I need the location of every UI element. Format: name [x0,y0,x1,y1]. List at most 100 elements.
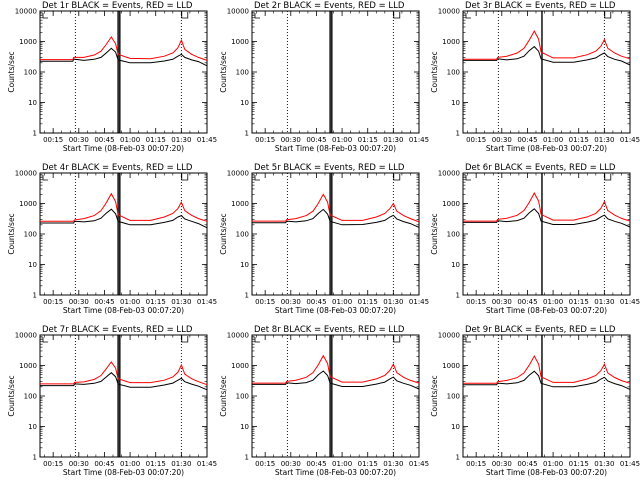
x-axis-label: Start Time (08-Feb-03 00:07:20) [63,306,184,315]
x-tick-label: 01:45 [620,136,640,144]
y-tick-label: 1000 [231,362,249,370]
y-tick-label: 1 [456,292,460,300]
x-tick-label: 01:00 [332,460,352,468]
x-tick-label: 00:45 [517,460,537,468]
x-tick-label: 01:00 [120,136,140,144]
x-tick-label: 00:45 [94,460,114,468]
lld-series-line [252,354,420,384]
corner-marker [465,175,471,181]
x-tick-label: 00:30 [492,136,512,144]
x-tick-label: 00:15 [466,136,486,144]
y-tick-label: 1 [245,130,249,138]
bracket-marker [393,174,401,181]
y-axis-label: Counts/sec [219,213,228,254]
events-series-line [40,208,208,229]
corner-marker [465,337,471,343]
panel-7: Det 7r BLACK = Events, RED = LLD 1 10 100 10… [7,325,217,477]
x-tick-label: 01:00 [120,298,140,306]
x-tick-label: 01:15 [569,460,589,468]
x-tick-label: 00:45 [517,136,537,144]
y-tick-label: 10 [240,99,249,107]
x-tick-label: 01:45 [197,460,217,468]
y-tick-label: 100 [236,393,249,401]
bracket-marker [181,174,189,181]
bracket-marker [393,336,401,343]
x-tick-label: 01:30 [594,136,614,144]
y-tick-label: 1000 [19,362,37,370]
x-axis-label: Start Time (08-Feb-03 00:07:20) [275,468,396,477]
y-tick-label: 10 [240,261,249,269]
y-tick-label: 100 [236,69,249,77]
y-tick-label: 1 [456,130,460,138]
x-tick-label: 00:45 [94,298,114,306]
lld-series-line [40,192,208,222]
bracket-marker [604,336,612,343]
y-tick-label: 100 [236,231,249,239]
x-tick-label: 01:00 [543,460,563,468]
x-tick-label: 01:00 [332,136,352,144]
y-tick-label: 10 [28,423,37,431]
corner-marker [254,13,260,19]
y-tick-label: 10000 [15,170,37,178]
panel-title: Det 2r BLACK = Events, RED = LLD [254,1,405,11]
y-tick-label: 10000 [227,8,249,16]
y-tick-label: 10 [451,423,460,431]
x-tick-label: 00:45 [517,298,537,306]
y-tick-label: 10000 [227,170,249,178]
panel-6: Det 6r BLACK = Events, RED = LLD 1 10 100 10… [430,163,640,315]
y-tick-label: 10000 [15,332,37,340]
corner-marker [42,13,48,19]
events-series-line [463,208,631,228]
bracket-marker [181,12,189,19]
y-tick-label: 10000 [438,332,460,340]
x-tick-label: 00:30 [69,136,89,144]
y-tick-label: 1000 [19,200,37,208]
x-axis-label: Start Time (08-Feb-03 00:07:20) [63,468,184,477]
y-axis-label: Counts/sec [430,213,439,254]
events-series-line [463,370,631,390]
x-tick-label: 01:15 [146,136,166,144]
plot-frame [462,334,631,458]
x-tick-label: 01:00 [543,136,563,144]
lld-series-line [463,30,631,60]
x-tick-label: 01:45 [409,460,429,468]
y-tick-label: 10000 [227,332,249,340]
x-tick-label: 01:00 [543,298,563,306]
y-tick-label: 100 [447,69,460,77]
x-tick-label: 01:30 [594,460,614,468]
x-tick-label: 01:30 [383,460,403,468]
x-tick-label: 01:45 [409,298,429,306]
y-tick-label: 1 [456,454,460,462]
plot-frame [39,334,208,458]
y-tick-label: 1 [33,292,37,300]
x-axis-label: Start Time (08-Feb-03 00:07:20) [486,468,607,477]
bracket-marker [604,174,612,181]
panel-8: Det 8r BLACK = Events, RED = LLD 1 10 100 10… [219,325,429,477]
panel-title: Det 4r BLACK = Events, RED = LLD [42,163,193,173]
y-tick-label: 10 [240,423,249,431]
events-series-line [40,372,208,391]
y-tick-label: 1 [33,130,37,138]
x-tick-label: 00:15 [255,460,275,468]
x-tick-label: 01:15 [358,460,378,468]
corner-marker [42,337,48,343]
y-tick-label: 10 [451,261,460,269]
panel-title: Det 9r BLACK = Events, RED = LLD [465,325,616,335]
y-tick-label: 100 [24,231,37,239]
y-tick-label: 1000 [231,38,249,46]
x-tick-label: 00:15 [43,136,63,144]
x-tick-label: 00:30 [492,460,512,468]
lld-series-line [252,193,420,223]
x-tick-label: 01:00 [120,460,140,468]
panel-title: Det 1r BLACK = Events, RED = LLD [42,1,193,11]
x-tick-label: 01:15 [146,460,166,468]
corner-marker [254,337,260,343]
plot-frame [462,10,631,134]
corner-marker [42,175,48,181]
plot-frame [251,334,420,458]
x-tick-label: 00:15 [43,460,63,468]
plot-frame [39,10,208,134]
bracket-marker [393,12,401,19]
